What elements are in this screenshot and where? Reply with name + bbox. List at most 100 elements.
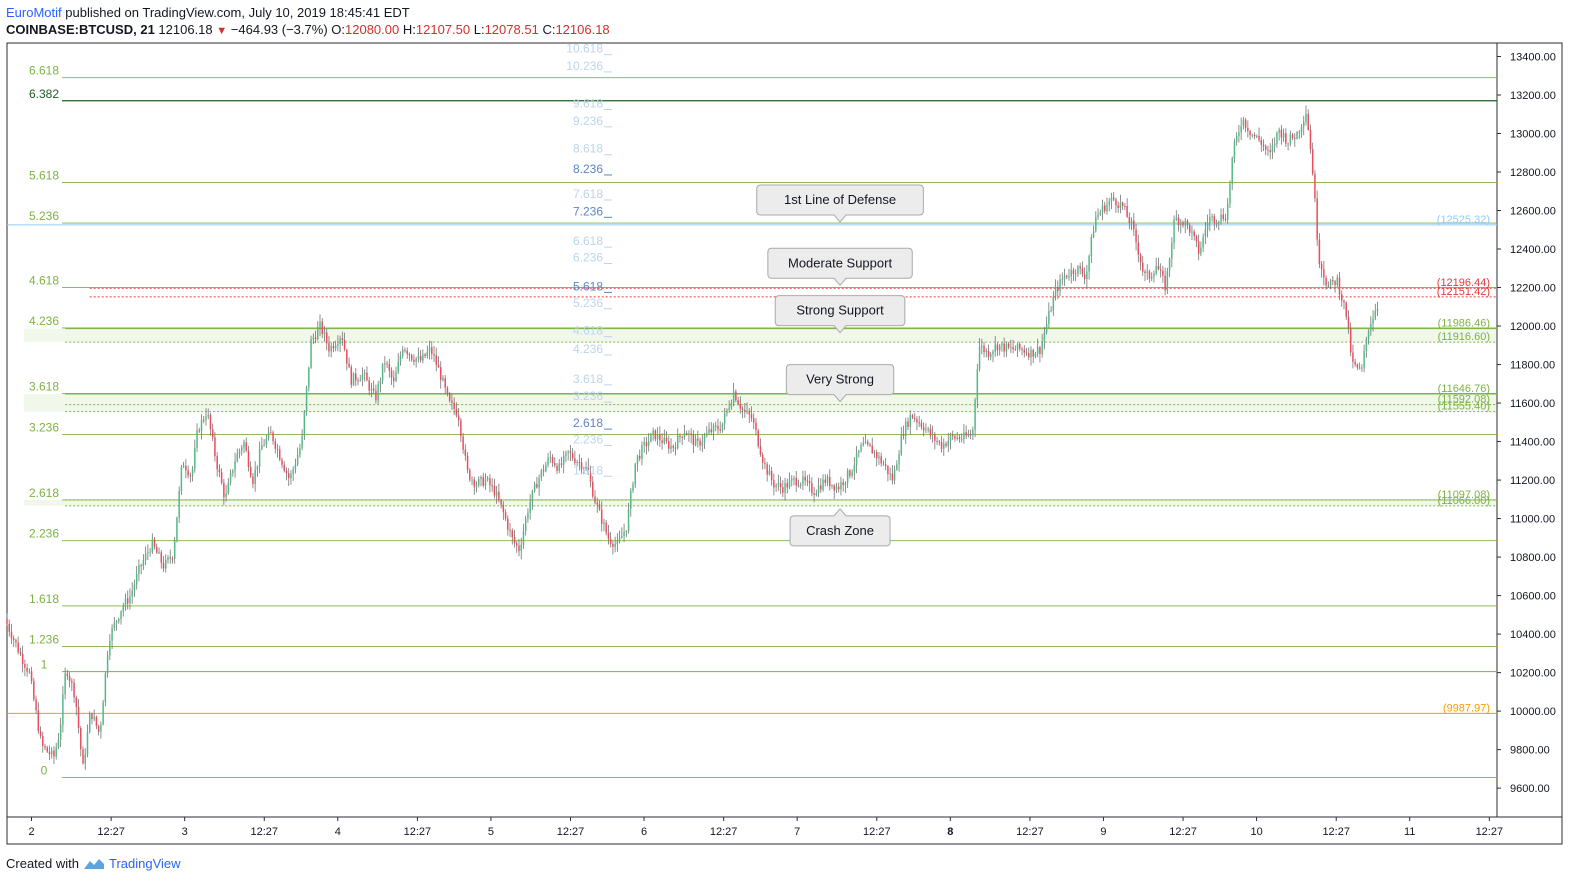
x-tick-label-10: 7 [794, 826, 800, 838]
y-tick-label-14: 10600.00 [1510, 591, 1556, 603]
candle-body-549 [1233, 141, 1236, 159]
candle-body-130 [296, 455, 299, 465]
candle-body-410 [922, 427, 925, 431]
candle-body-210 [475, 485, 478, 487]
candle-body-262 [592, 481, 594, 497]
candle-body-399 [898, 454, 900, 465]
candle-body-569 [1278, 129, 1280, 133]
candle-body-97 [223, 482, 225, 498]
tradingview-brand[interactable]: TradingView [108, 856, 181, 871]
price-level-tag-2: (12151.42) [1437, 286, 1490, 298]
candle-body-560 [1258, 135, 1260, 140]
y-tick-label-19: 9600.00 [1510, 783, 1550, 795]
candle-body-602 [1352, 352, 1354, 362]
candle-body-108 [247, 450, 250, 467]
candle-body-246 [556, 465, 558, 471]
candle-body-310 [699, 440, 701, 446]
candle-body-438 [985, 350, 988, 353]
y-tick-label-6: 12200.00 [1510, 283, 1556, 295]
candle-body-304 [685, 433, 688, 435]
candle-body-539 [1211, 216, 1213, 218]
candle-body-227 [513, 537, 516, 544]
candle-body-163 [370, 388, 373, 391]
candle-body-609 [1367, 330, 1370, 339]
candle-body-318 [717, 426, 719, 430]
price-change: −464.93 (−3.7%) [230, 22, 328, 37]
candle-body-10 [28, 671, 31, 673]
candle-body-228 [516, 543, 518, 546]
candle-body-458 [1030, 349, 1032, 358]
candle-body-250 [565, 452, 567, 456]
candle-body-296 [668, 441, 670, 449]
candle-body-283 [638, 455, 641, 459]
candle-body-460 [1034, 353, 1037, 357]
candle-body-395 [889, 473, 891, 475]
candle-body-127 [290, 474, 292, 479]
candle-body-416 [936, 440, 938, 442]
candle-body-141 [321, 321, 323, 334]
candle-body-406 [913, 417, 916, 420]
candle-body-495 [1112, 197, 1115, 200]
candle-body-23 [57, 739, 60, 748]
candle-body-419 [943, 443, 945, 449]
candle-body-154 [350, 367, 353, 385]
candle-body-480 [1079, 266, 1081, 269]
candle-body-484 [1088, 255, 1090, 272]
candle-body-422 [949, 435, 952, 441]
candle-body-238 [538, 477, 540, 488]
candle-body-122 [279, 449, 281, 460]
candle-body-189 [428, 347, 431, 352]
candle-body-244 [551, 456, 554, 464]
fib-level-label-7: 3.236 [29, 420, 59, 434]
candle-body-369 [831, 485, 833, 487]
open-label: O: [331, 22, 346, 37]
callout-text-0: 1st Line of Defense [784, 192, 896, 207]
candle-body-366 [824, 479, 827, 483]
candle-body-239 [540, 470, 543, 478]
candle-body-577 [1296, 132, 1298, 139]
candle-body-179 [406, 350, 408, 355]
candle-body-473 [1063, 275, 1066, 280]
candle-body-345 [777, 483, 780, 486]
footer: Created with TradingView [6, 856, 181, 871]
candle-body-263 [594, 496, 596, 503]
candle-body-16 [42, 735, 44, 746]
candle-body-374 [842, 482, 844, 486]
author-link[interactable]: EuroMotif [6, 5, 62, 20]
candle-body-240 [542, 470, 545, 472]
candle-body-348 [784, 483, 786, 493]
candle-body-608 [1365, 338, 1368, 351]
candle-body-222 [502, 504, 505, 513]
candle-body-445 [1001, 343, 1003, 346]
candle-body-302 [681, 437, 683, 439]
candle-body-364 [820, 485, 822, 490]
candle-body-131 [299, 447, 301, 456]
candle-body-430 [967, 434, 970, 436]
candle-body-595 [1336, 277, 1339, 285]
candle-body-522 [1173, 219, 1175, 244]
candle-body-185 [419, 355, 422, 361]
candle-body-570 [1280, 129, 1283, 138]
price-level-tag-8: (11097.08) [1438, 489, 1490, 501]
candle-body-68 [158, 552, 160, 554]
candle-body-230 [520, 544, 522, 552]
candle-body-272 [614, 543, 616, 547]
candle-body-254 [574, 458, 576, 463]
candle-body-324 [730, 403, 733, 408]
candle-body-556 [1249, 131, 1251, 136]
candle-body-593 [1332, 280, 1334, 282]
candle-body-507 [1139, 254, 1142, 263]
candle-body-35 [84, 754, 87, 764]
candle-body-160 [363, 372, 366, 374]
candle-body-515 [1157, 265, 1160, 270]
y-tick-label-5: 12400.00 [1510, 244, 1556, 256]
candle-body-106 [243, 442, 245, 448]
symbol-name[interactable]: COINBASE:BTCUSD, 21 [6, 22, 155, 37]
y-tick-label-9: 11600.00 [1510, 398, 1555, 410]
fib-mid-label-7: 7.236 [573, 204, 603, 218]
candle-body-547 [1229, 183, 1231, 204]
candle-body-90 [207, 414, 209, 417]
candle-body-109 [249, 466, 252, 477]
candle-body-379 [853, 465, 856, 472]
